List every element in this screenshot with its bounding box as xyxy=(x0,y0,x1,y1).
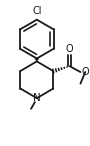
Text: O: O xyxy=(81,67,89,77)
Text: Cl: Cl xyxy=(32,6,42,16)
Polygon shape xyxy=(34,58,40,61)
Text: O: O xyxy=(66,44,74,54)
Text: N: N xyxy=(33,93,41,103)
